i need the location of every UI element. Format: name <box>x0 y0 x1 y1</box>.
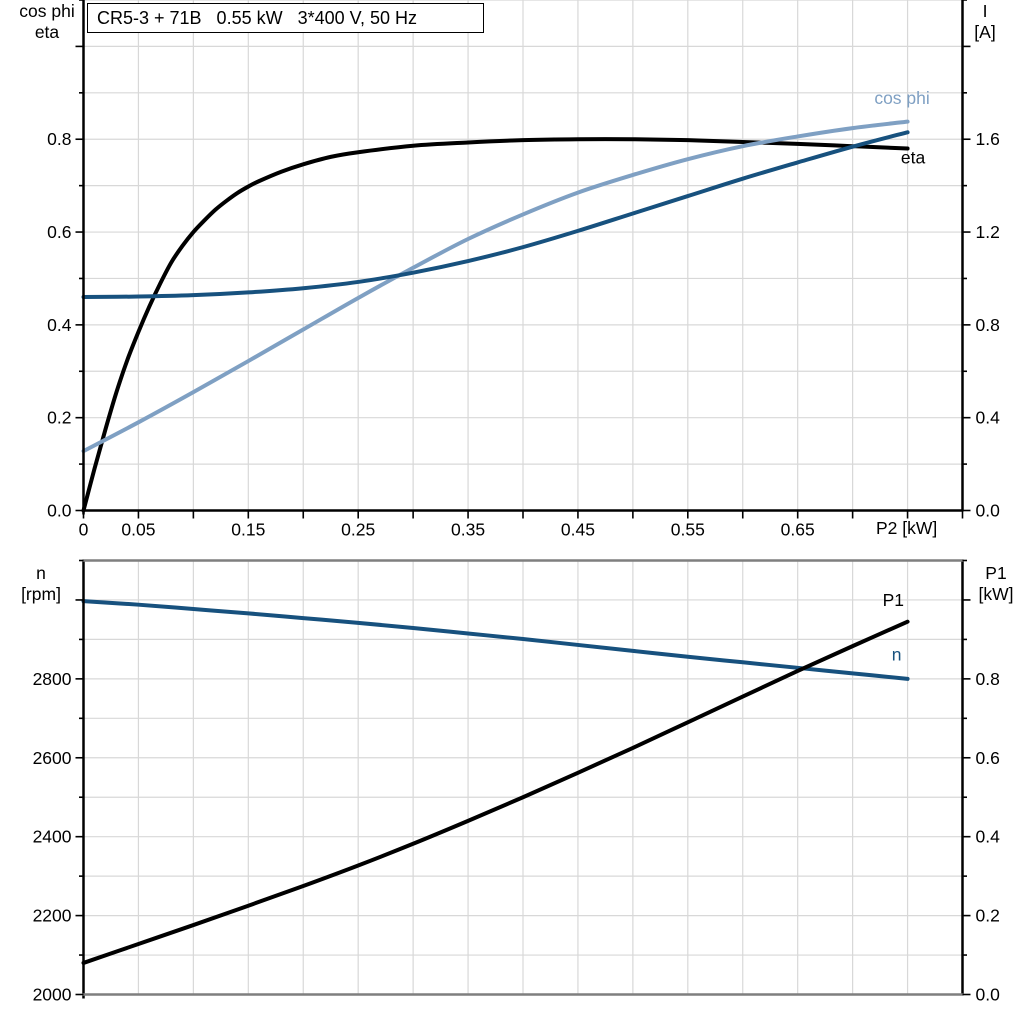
axis-title-rpm-unit: [rpm] <box>21 584 61 604</box>
curve-eta <box>81 137 910 513</box>
axis-title-p1: P1 <box>985 563 1007 583</box>
right-axis-tick-label: 0.0 <box>976 985 1001 1005</box>
left-axis-tick-label: 2400 <box>33 827 72 847</box>
x-axis-tick-label: 0.45 <box>561 520 595 540</box>
curve-cos-phi <box>81 119 910 454</box>
x-axis-tick-label: 0.55 <box>671 520 705 540</box>
axis-title-cos-phi: cos phi <box>19 1 75 21</box>
bottom-chart-right-axis-title: P1 [kW] <box>970 563 1022 605</box>
right-axis-tick-label: 0.2 <box>976 906 1000 926</box>
x-axis-tick-label: 0.25 <box>341 520 375 540</box>
right-axis-tick-label: 0.8 <box>976 669 1000 689</box>
right-axis-tick-label: 0.6 <box>976 748 1000 768</box>
axis-title-kw-unit: [kW] <box>978 584 1014 604</box>
left-axis-tick-label: 2000 <box>33 985 72 1005</box>
curve-speed <box>81 599 910 681</box>
left-axis-tick-label: 0.2 <box>47 408 71 428</box>
x-axis-tick-label: 0.65 <box>781 520 815 540</box>
right-axis-tick-label: 0.0 <box>976 501 1001 521</box>
right-axis-tick-label: 1.2 <box>976 222 1000 242</box>
axis-title-eta: eta <box>34 22 60 42</box>
curve-label-cos-phi: cos phi <box>874 88 929 108</box>
curve-label-p1: P1 <box>883 590 904 610</box>
top-chart-left-axis-title: cos phi eta <box>8 1 86 43</box>
curve-p1 <box>81 619 910 965</box>
left-axis-tick-label: 0.6 <box>47 222 71 242</box>
curve-label-speed: n <box>892 644 902 664</box>
left-axis-tick-label: 0.4 <box>47 315 72 335</box>
left-axis-tick-label: 0.0 <box>47 501 72 521</box>
motor-speed-power-chart: n P1 2000 2200 2400 2600 2800 0.0 0.2 0.4 0.6 0.8 <box>33 559 1001 1005</box>
axis-title-speed: n <box>36 563 46 583</box>
bottom-chart-left-axis-title: n [rpm] <box>0 563 82 605</box>
left-axis-tick-label: 2600 <box>33 748 72 768</box>
left-axis-tick-label: 2200 <box>33 906 72 926</box>
axis-title-current: I <box>982 1 988 21</box>
x-axis-tick-label: 0 <box>79 520 89 540</box>
x-axis-tick-label: 0.15 <box>231 520 265 540</box>
left-axis-tick-label: 2800 <box>33 669 72 689</box>
right-axis-tick-label: 0.4 <box>976 827 1001 847</box>
chart-title: CR5-3 + 71B 0.55 kW 3*400 V, 50 Hz <box>97 7 418 28</box>
right-axis-tick-label: 0.8 <box>976 315 1000 335</box>
curve-current <box>81 130 910 300</box>
right-axis-tick-label: 0.4 <box>976 408 1001 428</box>
x-axis-label: P2 [kW] <box>876 518 938 538</box>
x-axis-tick-label: 0.35 <box>451 520 485 540</box>
curve-label-eta: eta <box>901 147 926 167</box>
chart-title-box: CR5-3 + 71B 0.55 kW 3*400 V, 50 Hz <box>87 3 484 33</box>
gridlines <box>82 0 964 512</box>
x-axis-tick-label: 0.05 <box>121 520 155 540</box>
right-axis-tick-label: 1.6 <box>976 129 1000 149</box>
top-chart-right-axis-title: I [A] <box>960 1 1010 43</box>
gridlines <box>82 559 964 996</box>
left-axis-tick-label: 0.8 <box>47 129 71 149</box>
axis-title-ampere-unit: [A] <box>974 22 996 42</box>
motor-electrical-chart: eta cos phi 0.0 0.2 0.4 0.6 0.8 0.0 0.4 0.8 1.2 1.6… <box>47 0 1000 540</box>
